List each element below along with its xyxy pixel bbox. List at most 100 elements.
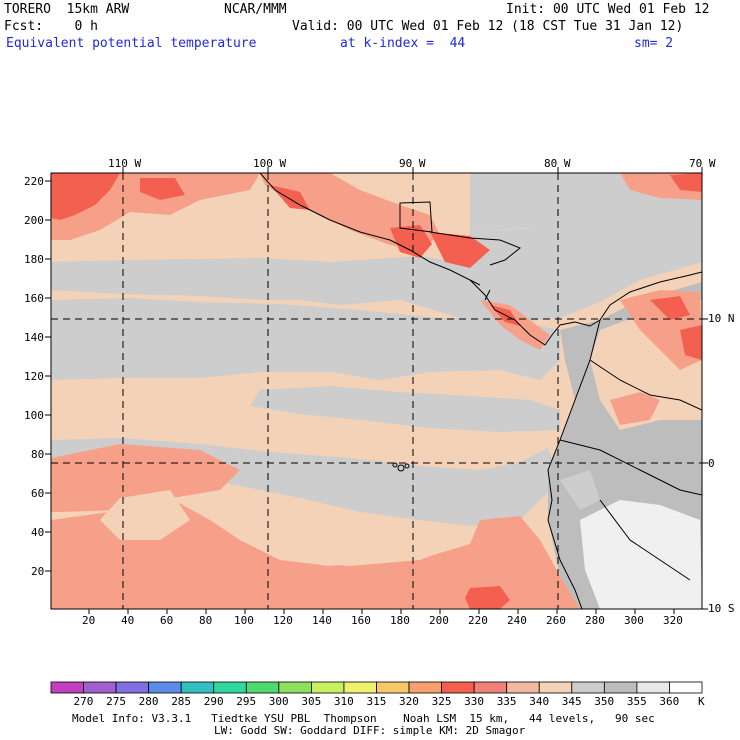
lon-label-100w: 100 W bbox=[253, 157, 287, 170]
colorbar-swatch bbox=[180, 681, 215, 694]
field-350k-band bbox=[51, 298, 560, 380]
forecast-hour: Fcst: 0 h bbox=[4, 19, 98, 34]
plot-frame bbox=[50, 172, 703, 610]
y-tick: 60 bbox=[31, 487, 45, 500]
lon-label-110w: 110 W bbox=[108, 157, 142, 170]
x-tick: 200 bbox=[429, 614, 449, 627]
field-name: Equivalent potential temperature bbox=[6, 36, 257, 51]
field-335k-nw bbox=[51, 173, 120, 220]
colorbar bbox=[50, 681, 703, 694]
colorbar-unit: K bbox=[698, 695, 705, 708]
lat-label-0: 0 bbox=[708, 457, 715, 470]
field-350k-mid bbox=[250, 386, 560, 432]
init-time: Init: 00 UTC Wed 01 Feb 12 bbox=[506, 2, 710, 17]
colorbar-swatch bbox=[310, 681, 345, 694]
colorbar-swatch bbox=[115, 681, 150, 694]
x-tick: 260 bbox=[546, 614, 566, 627]
y-tick: 200 bbox=[24, 214, 44, 227]
smoothing-info: sm= 2 bbox=[634, 36, 674, 51]
field-350k-ecuador bbox=[560, 470, 600, 510]
pacific-coast-south-america bbox=[547, 319, 601, 609]
galapagos-island bbox=[404, 463, 410, 469]
peru-brazil-border bbox=[599, 499, 691, 581]
pacific-coast-central-america bbox=[259, 173, 601, 346]
field-335k-guatemala bbox=[390, 225, 432, 258]
colorbar-label: 275 bbox=[106, 695, 126, 708]
field-335k-venezuela bbox=[650, 296, 690, 320]
y-tick: 80 bbox=[31, 448, 45, 461]
x-tick: 320 bbox=[663, 614, 683, 627]
colorbar-swatch bbox=[538, 681, 573, 694]
colorbar-swatch bbox=[506, 681, 540, 694]
x-tick: 220 bbox=[468, 614, 488, 627]
colombia-venezuela-border bbox=[589, 359, 702, 411]
colorbar-swatch bbox=[245, 681, 280, 694]
coastlines bbox=[259, 173, 702, 609]
field-335k-mexico bbox=[270, 185, 310, 210]
x-tick: 120 bbox=[273, 614, 293, 627]
lon-label-90w: 90 W bbox=[399, 157, 426, 170]
caribbean-coast-honduras bbox=[429, 231, 521, 266]
lat-label-10s: 10 S bbox=[708, 602, 735, 615]
colorbar-label: 295 bbox=[236, 695, 257, 708]
field-350k-north bbox=[51, 225, 702, 322]
colorbar-label: 350 bbox=[594, 695, 615, 708]
field-345k-patch2 bbox=[240, 530, 450, 566]
colorbar-label: 310 bbox=[333, 695, 354, 708]
galapagos-island bbox=[392, 462, 398, 468]
field-335k-venezuela2 bbox=[680, 325, 702, 360]
colorbar-label: 320 bbox=[399, 695, 419, 708]
colorbar-swatch bbox=[408, 681, 442, 694]
colorbar-swatch bbox=[441, 681, 475, 694]
x-tick: 160 bbox=[351, 614, 371, 627]
colorbar-swatch bbox=[376, 681, 410, 694]
field-335k-honduras bbox=[430, 232, 490, 268]
field-335k-nw2 bbox=[140, 178, 185, 200]
y-tick: 160 bbox=[24, 292, 44, 305]
colorbar-swatch bbox=[278, 681, 312, 694]
colorbar-label: 355 bbox=[626, 695, 647, 708]
colorbar-label: 270 bbox=[73, 695, 94, 708]
y-tick: 40 bbox=[31, 526, 45, 539]
colorbar-label: 325 bbox=[431, 695, 452, 708]
colorbar-swatch bbox=[213, 681, 247, 694]
colorbar-swatch bbox=[636, 681, 670, 694]
field-335k-spot bbox=[465, 586, 510, 609]
colorbar-label: 330 bbox=[464, 695, 484, 708]
colorbar-label: 300 bbox=[268, 695, 289, 708]
field-340k-patch bbox=[610, 392, 660, 425]
colorbar-label: 280 bbox=[138, 695, 159, 708]
x-tick: 240 bbox=[507, 614, 527, 627]
field-340k-south bbox=[51, 498, 580, 609]
colorbar-label: 285 bbox=[171, 695, 192, 708]
lat-label-10n: 10 N bbox=[708, 312, 735, 325]
y-tick: 140 bbox=[24, 331, 44, 344]
field-335k-ne bbox=[670, 173, 702, 192]
shaded-field bbox=[51, 173, 702, 609]
y-tick: 180 bbox=[24, 253, 44, 266]
x-tick: 280 bbox=[585, 614, 605, 627]
model-info: Model Info: V3.3.1 Tiedtke YSU PBL Thomp… bbox=[72, 712, 655, 725]
x-tick: 40 bbox=[121, 614, 135, 627]
x-tick: 300 bbox=[624, 614, 644, 627]
colorbar-label: 345 bbox=[561, 695, 582, 708]
colorbar-swatch bbox=[669, 681, 703, 694]
lon-label-80w: 80 W bbox=[544, 157, 571, 170]
lon-label-70w: 70 W bbox=[689, 157, 716, 170]
colorbar-label: 360 bbox=[659, 695, 680, 708]
colorbar-swatch bbox=[473, 681, 508, 694]
field-360k-andes bbox=[580, 500, 702, 609]
caribbean-coast-south-america bbox=[599, 271, 702, 321]
x-tick: 20 bbox=[82, 614, 96, 627]
colorbar-label: 340 bbox=[529, 695, 550, 708]
colorbar-swatch bbox=[148, 681, 182, 694]
colorbar-label: 290 bbox=[203, 695, 224, 708]
x-tick: 100 bbox=[234, 614, 254, 627]
ecuador-peru-border bbox=[559, 439, 702, 496]
x-tick: 80 bbox=[199, 614, 213, 627]
y-tick: 20 bbox=[31, 565, 45, 578]
colorbar-swatch bbox=[603, 681, 638, 694]
colorbar-label: 305 bbox=[301, 695, 322, 708]
model-physics: LW: Godd SW: Goddard DIFF: simple KM: 2D… bbox=[214, 724, 526, 737]
